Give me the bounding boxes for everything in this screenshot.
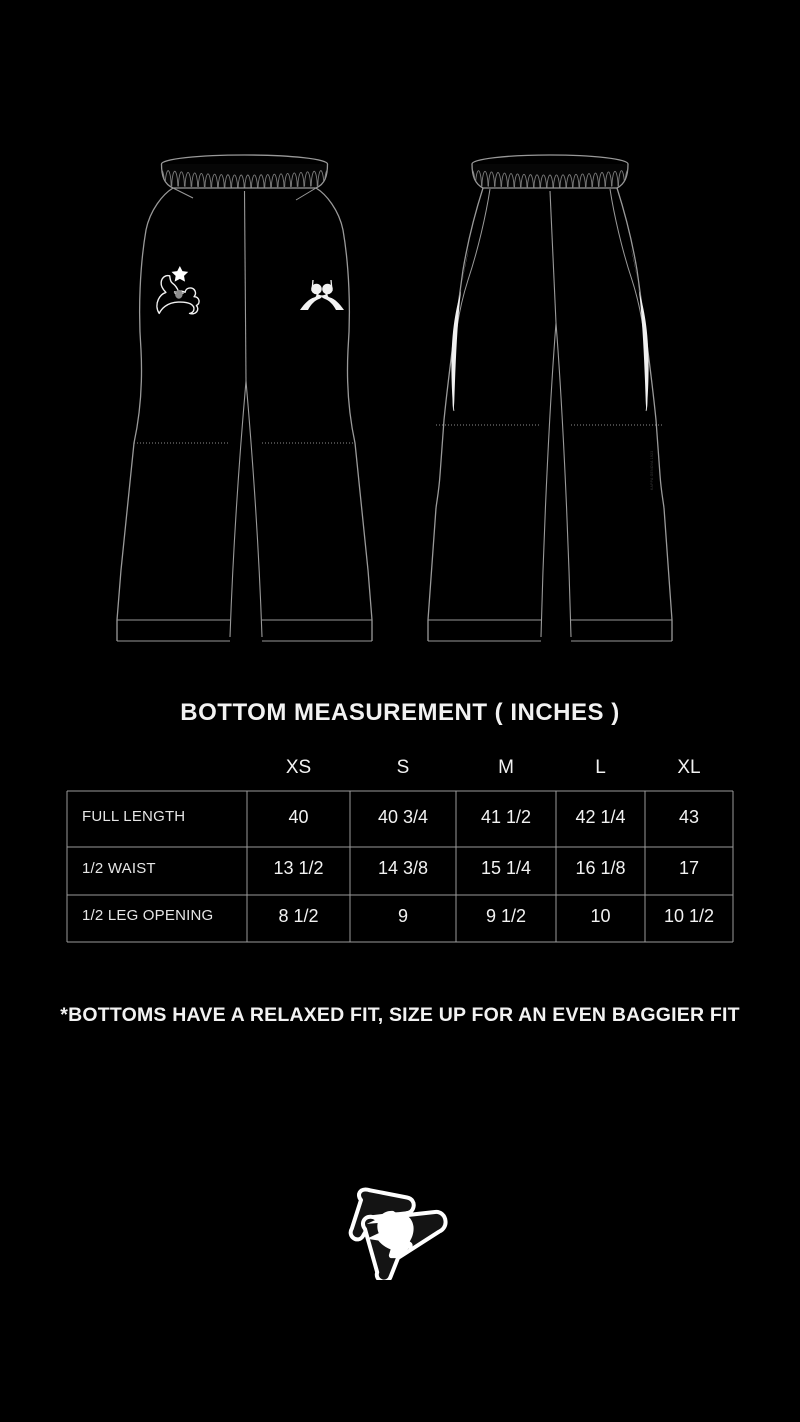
svg-text:KAPPA GENOVA 1923: KAPPA GENOVA 1923 (650, 451, 654, 490)
